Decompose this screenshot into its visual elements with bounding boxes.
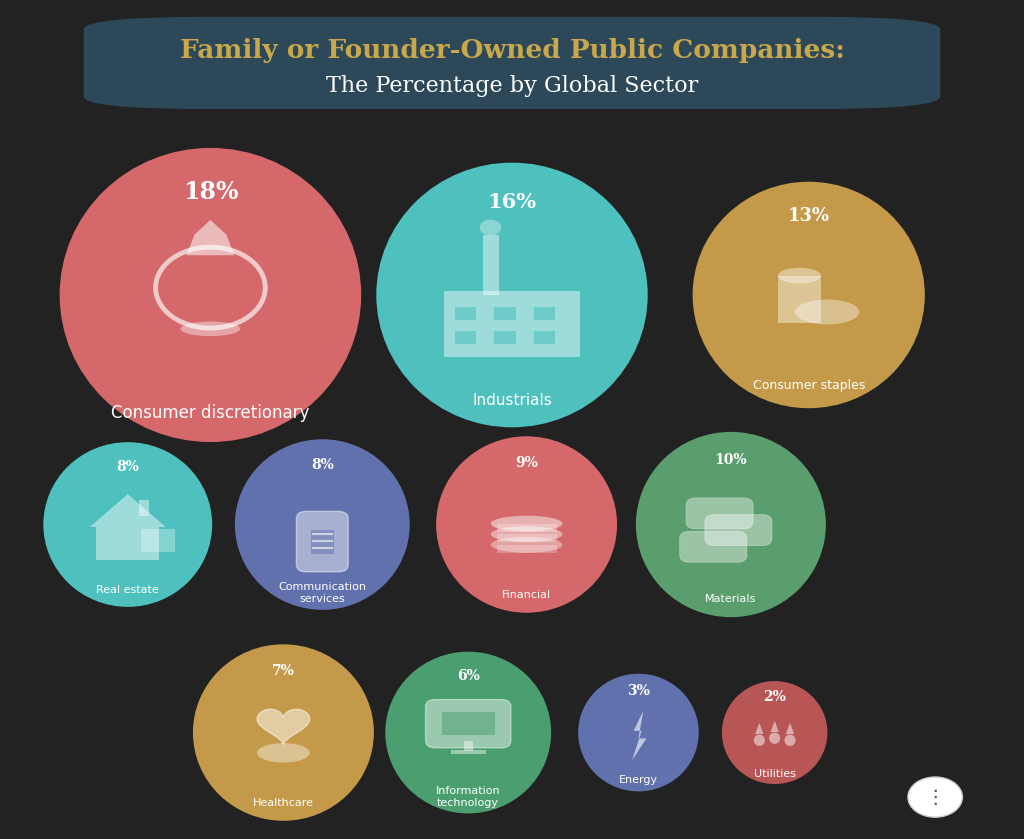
Ellipse shape xyxy=(636,432,826,618)
Ellipse shape xyxy=(490,537,562,553)
FancyBboxPatch shape xyxy=(426,700,511,748)
Bar xyxy=(497,545,556,553)
Text: 13%: 13% xyxy=(787,206,829,225)
Polygon shape xyxy=(785,722,795,734)
Text: 3%: 3% xyxy=(627,685,650,698)
Text: Materials: Materials xyxy=(706,594,757,603)
Bar xyxy=(534,331,555,344)
Ellipse shape xyxy=(754,735,765,746)
FancyBboxPatch shape xyxy=(296,512,348,572)
Polygon shape xyxy=(90,494,166,527)
FancyBboxPatch shape xyxy=(705,514,772,545)
Ellipse shape xyxy=(579,674,698,791)
Ellipse shape xyxy=(436,436,617,612)
Bar xyxy=(141,529,175,552)
Ellipse shape xyxy=(490,526,562,542)
Bar xyxy=(310,530,334,555)
Text: 9%: 9% xyxy=(515,456,538,470)
Bar xyxy=(497,524,556,532)
Polygon shape xyxy=(186,220,234,255)
Text: Consumer staples: Consumer staples xyxy=(753,379,865,392)
Text: Healthcare: Healthcare xyxy=(253,798,314,808)
Ellipse shape xyxy=(722,681,827,784)
Text: 10%: 10% xyxy=(715,453,748,466)
Text: Family or Founder-Owned Public Companies:: Family or Founder-Owned Public Companies… xyxy=(179,38,845,63)
Bar xyxy=(96,527,159,560)
Bar xyxy=(442,712,495,735)
Text: ⋮: ⋮ xyxy=(926,788,945,806)
Text: 2%: 2% xyxy=(763,690,786,704)
Polygon shape xyxy=(632,711,646,760)
Polygon shape xyxy=(257,709,309,744)
Text: 8%: 8% xyxy=(117,460,139,474)
Text: Real estate: Real estate xyxy=(96,586,159,596)
Text: 18%: 18% xyxy=(182,180,239,204)
Bar xyxy=(455,331,476,344)
Ellipse shape xyxy=(784,735,796,746)
Bar xyxy=(483,236,500,295)
Ellipse shape xyxy=(257,743,309,763)
Bar xyxy=(455,307,476,320)
Ellipse shape xyxy=(769,732,780,744)
Ellipse shape xyxy=(795,300,859,325)
FancyBboxPatch shape xyxy=(84,17,940,109)
Ellipse shape xyxy=(43,442,212,607)
Ellipse shape xyxy=(692,182,925,409)
Bar xyxy=(494,307,516,320)
Text: 6%: 6% xyxy=(457,669,479,683)
Ellipse shape xyxy=(193,644,374,821)
Circle shape xyxy=(479,220,501,236)
Ellipse shape xyxy=(234,440,410,610)
Ellipse shape xyxy=(490,516,562,532)
FancyBboxPatch shape xyxy=(680,531,746,562)
Bar xyxy=(451,749,485,754)
Bar xyxy=(139,500,148,516)
Text: The Percentage by Global Sector: The Percentage by Global Sector xyxy=(326,76,698,97)
Text: 16%: 16% xyxy=(487,192,537,212)
Circle shape xyxy=(908,777,963,817)
Bar xyxy=(443,291,581,357)
Text: Communication
services: Communication services xyxy=(279,582,367,603)
Text: 7%: 7% xyxy=(272,664,295,678)
Text: Utilities: Utilities xyxy=(754,769,796,779)
Text: Information
technology: Information technology xyxy=(436,786,501,808)
Ellipse shape xyxy=(59,148,361,442)
Bar xyxy=(778,276,821,323)
Bar xyxy=(534,307,555,320)
Ellipse shape xyxy=(778,268,821,284)
Text: Financial: Financial xyxy=(502,590,551,600)
Text: Energy: Energy xyxy=(618,774,658,784)
Ellipse shape xyxy=(180,321,241,336)
Polygon shape xyxy=(755,722,764,734)
Text: Consumer discretionary: Consumer discretionary xyxy=(112,404,309,422)
Ellipse shape xyxy=(376,163,648,427)
Text: Industrials: Industrials xyxy=(472,393,552,409)
Bar xyxy=(464,741,473,751)
Text: 8%: 8% xyxy=(311,458,334,472)
Bar xyxy=(494,331,516,344)
Polygon shape xyxy=(770,721,779,732)
FancyBboxPatch shape xyxy=(686,498,754,529)
Bar xyxy=(497,534,556,542)
Ellipse shape xyxy=(385,652,551,814)
